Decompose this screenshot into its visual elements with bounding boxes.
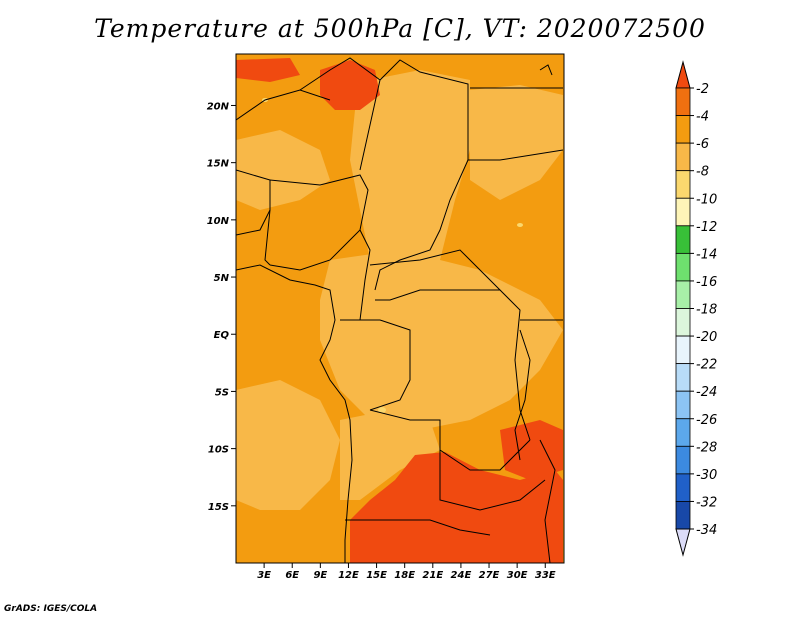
colorbar-label: -24 xyxy=(696,385,717,400)
border-niger-chad xyxy=(299,57,381,171)
grads-credit: GrADS: IGES/COLA xyxy=(4,604,98,614)
x-tick-label: 27E xyxy=(479,570,500,581)
y-tick-label: 10S xyxy=(208,445,229,456)
field-light-orange-ne xyxy=(470,85,563,200)
colorbar-label: -2 xyxy=(696,82,709,97)
colorbar-segment xyxy=(675,390,691,420)
field-dark-red-south xyxy=(350,452,563,563)
colorbar-segment xyxy=(675,252,691,282)
border-ghana xyxy=(264,209,271,266)
field-light-orange-south xyxy=(340,410,440,500)
colorbar-segment xyxy=(675,197,691,227)
x-tick-label: 30E xyxy=(507,570,528,581)
colorbar-segment xyxy=(675,170,691,199)
border-nigeria xyxy=(269,174,369,271)
colorbar-label: -22 xyxy=(696,358,717,373)
coast-gulf-guinea xyxy=(236,264,353,563)
country-borders xyxy=(236,57,564,563)
border-zambia xyxy=(439,450,546,511)
border-mozambique xyxy=(539,439,556,563)
colorbar-label: -18 xyxy=(696,303,717,318)
x-tick-label: 15E xyxy=(366,570,387,581)
y-tick-label: 10N xyxy=(207,216,230,227)
colorbar-label: -10 xyxy=(696,192,717,207)
colorbar-label: -26 xyxy=(696,413,717,428)
colorbar-bottom-arrow xyxy=(675,528,691,557)
colorbar-segment xyxy=(675,418,691,447)
y-tick-label: 15S xyxy=(208,502,229,513)
colorbar-segment xyxy=(675,115,691,144)
field-dark-red-se xyxy=(500,420,563,480)
colorbar-label: -32 xyxy=(696,495,717,510)
colorbar-label: -8 xyxy=(696,165,709,180)
coast-east-lake xyxy=(514,329,531,461)
colorbar-label: -34 xyxy=(696,523,717,538)
x-tick-label: 3E xyxy=(257,570,271,581)
y-axis-ticks: 15S 10S 5S EQ 5N 10N 15N 20N xyxy=(207,101,236,513)
x-tick-label: 18E xyxy=(394,570,415,581)
field-light-orange-center xyxy=(320,250,563,430)
y-tick-label: 20N xyxy=(207,101,230,112)
y-tick-label: 5S xyxy=(215,387,229,398)
x-axis-ticks: 3E 6E 9E 12E 15E 18E 21E 24E 27E 30E 33E xyxy=(257,563,556,581)
field-dark-red-north xyxy=(320,60,380,110)
colorbar-label: -4 xyxy=(696,110,709,125)
colorbar-label: -30 xyxy=(696,468,717,483)
colorbar-label: -14 xyxy=(696,247,717,262)
colorbar-top-arrow xyxy=(675,60,691,89)
field-pale-speck-3 xyxy=(517,223,523,227)
colorbar-segment xyxy=(675,445,691,475)
y-tick-label: EQ xyxy=(214,330,230,341)
colorbar-segment xyxy=(675,225,691,254)
x-tick-label: 6E xyxy=(285,570,299,581)
border-angola-namibia xyxy=(345,519,491,536)
x-tick-label: 9E xyxy=(313,570,327,581)
colorbar-label: -12 xyxy=(696,220,717,235)
colorbar-segment xyxy=(675,473,691,502)
colorbar-label: -20 xyxy=(696,330,717,345)
border-south-sudan xyxy=(468,149,564,161)
colorbar-segment xyxy=(675,335,691,365)
y-tick-label: 15N xyxy=(207,159,230,170)
field-dark-red-nw xyxy=(236,58,300,82)
colorbar-segment xyxy=(675,142,691,172)
border-chad-sudan xyxy=(374,159,469,291)
field-light-orange-nw xyxy=(236,130,330,210)
y-tick-label: 5N xyxy=(214,273,230,284)
map-frame xyxy=(235,53,565,564)
border-drc-east xyxy=(499,289,531,441)
colorbar-label: -16 xyxy=(696,275,717,290)
colorbar-segment xyxy=(675,308,691,337)
colorbar: -2 -4 -6 -8 -10 -12 -14 -16 -18 -20 -22 -24 -26 -28 -3… xyxy=(675,60,717,557)
border-sahel xyxy=(236,89,331,121)
x-tick-label: 12E xyxy=(338,570,359,581)
coast-red-sea xyxy=(539,64,553,76)
border-libya-chad xyxy=(379,59,469,160)
field-light-orange-west xyxy=(236,380,340,510)
x-tick-label: 24E xyxy=(451,570,472,581)
x-tick-label: 21E xyxy=(422,570,443,581)
field-pale-speck-1 xyxy=(378,407,386,413)
colorbar-label: -6 xyxy=(696,137,709,152)
colorbar-segment xyxy=(675,501,691,530)
x-tick-label: 33E xyxy=(535,570,556,581)
colorbar-label: -28 xyxy=(696,440,717,455)
temperature-field xyxy=(236,54,564,563)
colorbar-segment xyxy=(675,363,691,392)
colorbar-segment xyxy=(675,87,691,116)
colorbar-segment xyxy=(675,280,691,309)
border-congo-drc xyxy=(340,319,411,411)
chart-title: Temperature at 500hPa [C], VT: 202007250… xyxy=(94,14,706,43)
